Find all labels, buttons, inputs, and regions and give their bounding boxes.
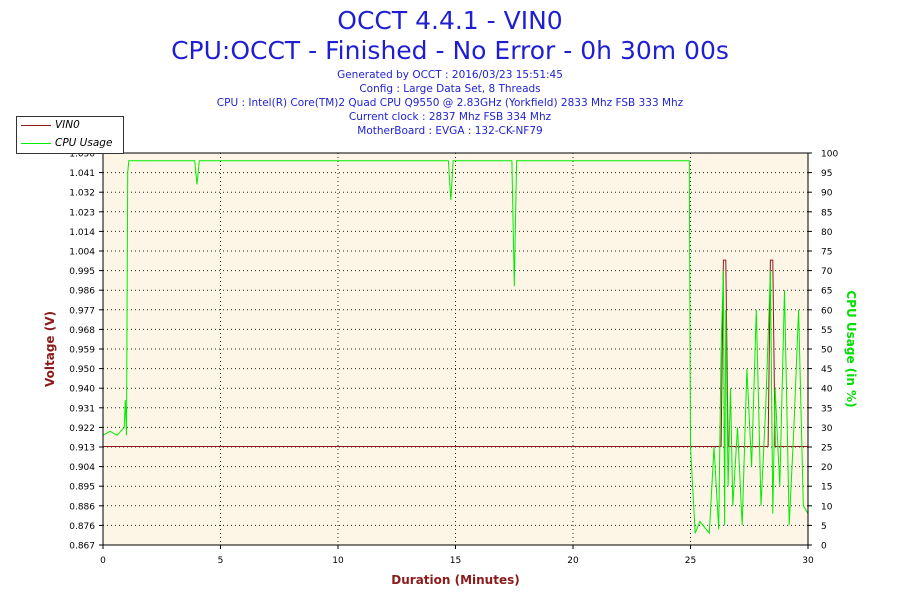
y2-tick-label: 60: [821, 306, 833, 316]
y-tick-label: 1.004: [69, 248, 95, 258]
y2-tick-label: 20: [821, 463, 833, 473]
x-tick-label: 25: [685, 556, 696, 566]
y2-tick-label: 80: [821, 228, 833, 238]
y2-axis-label: CPU Usage (in %): [844, 290, 858, 407]
legend-label-cpu-usage: CPU Usage: [55, 137, 113, 149]
y-tick-label: 1.050: [69, 150, 95, 160]
y-tick-label: 1.023: [69, 208, 95, 218]
y-tick-label: 1.014: [69, 228, 95, 238]
y2-tick-label: 65: [821, 287, 832, 297]
x-tick-label: 30: [802, 556, 814, 566]
y2-tick-label: 5: [821, 522, 827, 532]
y-tick-label: 0.977: [69, 306, 95, 316]
y2-tick-label: 35: [821, 404, 832, 414]
y2-tick-label: 25: [821, 444, 832, 454]
y2-tick-label: 10: [821, 502, 833, 512]
legend-swatch-cpu-usage: [21, 143, 51, 144]
y-tick-label: 0.968: [69, 326, 95, 336]
chart-title: OCCT 4.4.1 - VIN0: [337, 6, 563, 35]
y2-tick-label: 50: [821, 346, 833, 356]
y2-tick-label: 40: [821, 385, 833, 395]
y-tick-label: 0.922: [69, 424, 95, 434]
series-line-vin0: [103, 259, 808, 447]
y-tick-label: 1.041: [69, 169, 95, 179]
x-tick-label: 5: [218, 556, 224, 566]
y-tick-label: 0.876: [69, 522, 95, 532]
info-config: Config : Large Data Set, 8 Threads: [359, 83, 541, 95]
legend-item-cpu-usage: CPU Usage: [17, 135, 123, 153]
chart-legend: VIN0 CPU Usage: [16, 116, 124, 154]
y-tick-label: 0.913: [69, 444, 95, 454]
x-tick-label: 10: [332, 556, 344, 566]
y2-tick-label: 45: [821, 365, 832, 375]
legend-item-vin0: VIN0: [17, 117, 123, 135]
x-axis-label: Duration (Minutes): [391, 573, 519, 587]
y2-tick-label: 0: [821, 542, 827, 552]
y-tick-label: 0.895: [69, 483, 95, 493]
y2-tick-label: 85: [821, 208, 832, 218]
y-tick-label: 1.032: [69, 189, 95, 199]
legend-label-vin0: VIN0: [55, 119, 80, 131]
y-tick-label: 0.886: [69, 502, 95, 512]
info-clock: Current clock : 2837 Mhz FSB 334 Mhz: [348, 111, 552, 123]
y2-tick-label: 100: [821, 150, 838, 160]
info-generated: Generated by OCCT : 2016/03/23 15:51:45: [337, 69, 563, 81]
y2-tick-label: 75: [821, 248, 832, 258]
chart-subtitle: CPU:OCCT - Finished - No Error - 0h 30m …: [171, 36, 729, 65]
y-tick-label: 0.986: [69, 287, 95, 297]
y2-tick-label: 95: [821, 169, 832, 179]
y2-tick-label: 70: [821, 267, 833, 277]
x-tick-label: 20: [567, 556, 579, 566]
y-tick-label: 0.904: [69, 463, 95, 473]
x-tick-label: 0: [100, 556, 106, 566]
y-tick-label: 0.959: [69, 346, 95, 356]
y-tick-label: 0.950: [69, 365, 95, 375]
y2-tick-label: 90: [821, 189, 833, 199]
y2-tick-label: 15: [821, 483, 832, 493]
info-motherboard: MotherBoard : EVGA : 132-CK-NF79: [357, 125, 543, 137]
y-tick-label: 0.931: [69, 404, 95, 414]
y-tick-label: 0.867: [69, 542, 95, 552]
y2-tick-label: 30: [821, 424, 833, 434]
y-axis-label: Voltage (V): [43, 311, 57, 387]
y-tick-label: 0.995: [69, 267, 95, 277]
series-line-cpu-usage: [102, 160, 809, 535]
x-tick-label: 15: [450, 556, 461, 566]
info-cpu: CPU : Intel(R) Core(TM)2 Quad CPU Q9550 …: [216, 97, 684, 109]
plot-border: [102, 152, 809, 546]
legend-swatch-vin0: [21, 125, 51, 126]
y2-tick-label: 55: [821, 326, 832, 336]
y-tick-label: 0.940: [69, 385, 95, 395]
